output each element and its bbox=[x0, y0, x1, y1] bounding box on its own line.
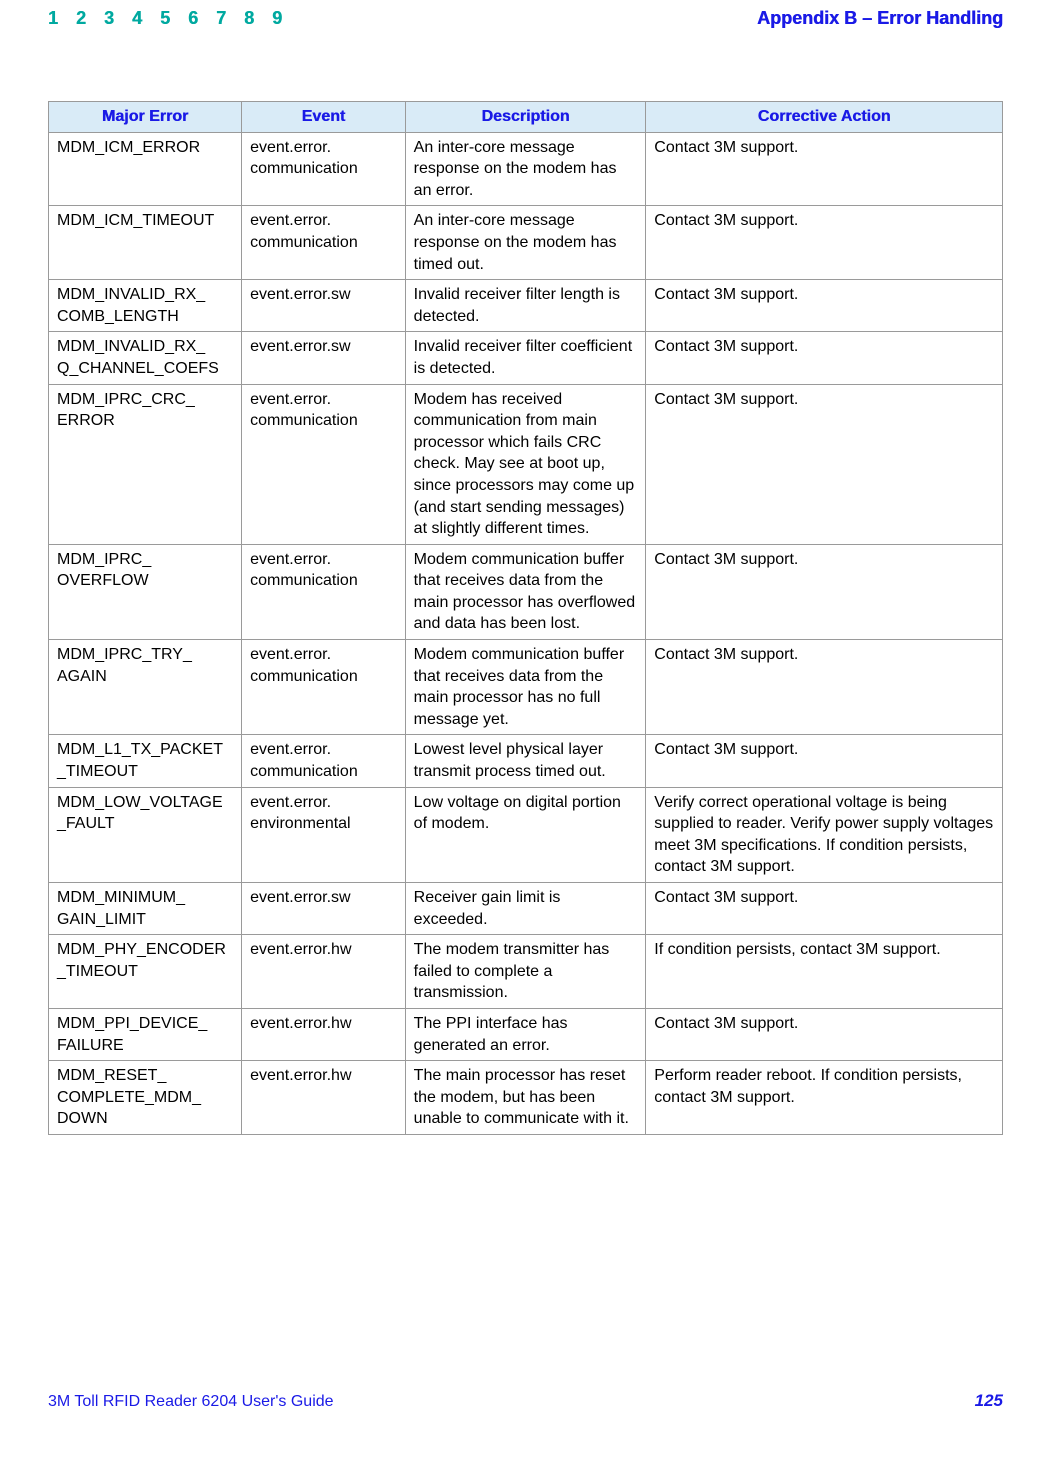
cell-event: event.error. communication bbox=[242, 544, 406, 639]
page-footer: 3M Toll RFID Reader 6204 User's Guide 12… bbox=[48, 1391, 1003, 1411]
document-page: 1 2 3 4 5 6 7 8 9 Appendix B – Error Han… bbox=[0, 0, 1051, 1459]
table-row: MDM_MINIMUM_ GAIN_LIMITevent.error.swRec… bbox=[49, 883, 1003, 935]
cell-action: Contact 3M support. bbox=[646, 883, 1003, 935]
table-row: MDM_PPI_DEVICE_ FAILUREevent.error.hwThe… bbox=[49, 1008, 1003, 1060]
cell-desc: An inter-core message response on the mo… bbox=[405, 206, 646, 280]
cell-desc: Modem has received communication from ma… bbox=[405, 384, 646, 544]
cell-desc: Modem communication buffer that receives… bbox=[405, 544, 646, 639]
cell-major: MDM_PHY_ENCODER _TIMEOUT bbox=[49, 935, 242, 1009]
cell-event: event.error.hw bbox=[242, 1061, 406, 1135]
cell-desc: Lowest level physical layer transmit pro… bbox=[405, 735, 646, 787]
page-number: 125 bbox=[975, 1391, 1003, 1411]
table-row: MDM_ICM_ERRORevent.error. communicationA… bbox=[49, 132, 1003, 206]
table-row: MDM_LOW_VOLTAGE _FAULTevent.error. envir… bbox=[49, 787, 1003, 882]
cell-major: MDM_LOW_VOLTAGE _FAULT bbox=[49, 787, 242, 882]
table-row: MDM_ICM_TIMEOUTevent.error. communicatio… bbox=[49, 206, 1003, 280]
table-row: MDM_IPRC_CRC_ ERRORevent.error. communic… bbox=[49, 384, 1003, 544]
cell-major: MDM_IPRC_ OVERFLOW bbox=[49, 544, 242, 639]
cell-action: Contact 3M support. bbox=[646, 280, 1003, 332]
table-row: MDM_INVALID_RX_ Q_CHANNEL_COEFSevent.err… bbox=[49, 332, 1003, 384]
cell-major: MDM_MINIMUM_ GAIN_LIMIT bbox=[49, 883, 242, 935]
cell-action: Contact 3M support. bbox=[646, 640, 1003, 735]
table-row: MDM_IPRC_ OVERFLOWevent.error. communica… bbox=[49, 544, 1003, 639]
cell-desc: The main processor has reset the modem, … bbox=[405, 1061, 646, 1135]
cell-event: event.error. communication bbox=[242, 206, 406, 280]
cell-major: MDM_INVALID_RX_ COMB_LENGTH bbox=[49, 280, 242, 332]
cell-action: Contact 3M support. bbox=[646, 735, 1003, 787]
cell-desc: Invalid receiver filter length is detect… bbox=[405, 280, 646, 332]
chapter-link[interactable]: 5 bbox=[160, 8, 170, 29]
error-table-body: MDM_ICM_ERRORevent.error. communicationA… bbox=[49, 132, 1003, 1134]
cell-event: event.error.hw bbox=[242, 935, 406, 1009]
cell-action: Contact 3M support. bbox=[646, 544, 1003, 639]
cell-action: Perform reader reboot. If condition pers… bbox=[646, 1061, 1003, 1135]
cell-event: event.error. communication bbox=[242, 640, 406, 735]
cell-major: MDM_RESET_ COMPLETE_MDM_ DOWN bbox=[49, 1061, 242, 1135]
appendix-title: Appendix B – Error Handling bbox=[757, 8, 1003, 29]
cell-action: Contact 3M support. bbox=[646, 206, 1003, 280]
error-table: Major Error Event Description Corrective… bbox=[48, 101, 1003, 1135]
chapter-link[interactable]: 2 bbox=[76, 8, 86, 29]
cell-major: MDM_ICM_TIMEOUT bbox=[49, 206, 242, 280]
table-row: MDM_L1_TX_PACKET _TIMEOUTevent.error. co… bbox=[49, 735, 1003, 787]
cell-major: MDM_IPRC_TRY_ AGAIN bbox=[49, 640, 242, 735]
table-row: MDM_INVALID_RX_ COMB_LENGTHevent.error.s… bbox=[49, 280, 1003, 332]
cell-major: MDM_INVALID_RX_ Q_CHANNEL_COEFS bbox=[49, 332, 242, 384]
cell-action: If condition persists, contact 3M suppor… bbox=[646, 935, 1003, 1009]
cell-event: event.error.sw bbox=[242, 280, 406, 332]
chapter-link[interactable]: 3 bbox=[104, 8, 114, 29]
col-header-desc: Description bbox=[405, 102, 646, 133]
cell-event: event.error. environmental bbox=[242, 787, 406, 882]
cell-action: Contact 3M support. bbox=[646, 384, 1003, 544]
cell-major: MDM_PPI_DEVICE_ FAILURE bbox=[49, 1008, 242, 1060]
cell-desc: Modem communication buffer that receives… bbox=[405, 640, 646, 735]
table-header-row: Major Error Event Description Corrective… bbox=[49, 102, 1003, 133]
cell-major: MDM_IPRC_CRC_ ERROR bbox=[49, 384, 242, 544]
table-row: MDM_PHY_ENCODER _TIMEOUTevent.error.hwTh… bbox=[49, 935, 1003, 1009]
chapter-link[interactable]: 8 bbox=[244, 8, 254, 29]
table-row: MDM_RESET_ COMPLETE_MDM_ DOWNevent.error… bbox=[49, 1061, 1003, 1135]
chapter-link[interactable]: 6 bbox=[188, 8, 198, 29]
cell-action: Contact 3M support. bbox=[646, 132, 1003, 206]
cell-desc: Receiver gain limit is exceeded. bbox=[405, 883, 646, 935]
cell-event: event.error.sw bbox=[242, 883, 406, 935]
cell-action: Verify correct operational voltage is be… bbox=[646, 787, 1003, 882]
page-header: 1 2 3 4 5 6 7 8 9 Appendix B – Error Han… bbox=[48, 0, 1003, 29]
cell-major: MDM_L1_TX_PACKET _TIMEOUT bbox=[49, 735, 242, 787]
cell-desc: Low voltage on digital portion of modem. bbox=[405, 787, 646, 882]
chapter-link[interactable]: 7 bbox=[216, 8, 226, 29]
cell-desc: An inter-core message response on the mo… bbox=[405, 132, 646, 206]
chapter-link[interactable]: 9 bbox=[272, 8, 282, 29]
cell-event: event.error.sw bbox=[242, 332, 406, 384]
cell-event: event.error. communication bbox=[242, 735, 406, 787]
cell-action: Contact 3M support. bbox=[646, 332, 1003, 384]
cell-event: event.error. communication bbox=[242, 132, 406, 206]
cell-desc: Invalid receiver filter coefficient is d… bbox=[405, 332, 646, 384]
cell-major: MDM_ICM_ERROR bbox=[49, 132, 242, 206]
cell-desc: The PPI interface has generated an error… bbox=[405, 1008, 646, 1060]
col-header-action: Corrective Action bbox=[646, 102, 1003, 133]
cell-action: Contact 3M support. bbox=[646, 1008, 1003, 1060]
table-row: MDM_IPRC_TRY_ AGAINevent.error. communic… bbox=[49, 640, 1003, 735]
cell-event: event.error. communication bbox=[242, 384, 406, 544]
chapter-nav: 1 2 3 4 5 6 7 8 9 bbox=[48, 8, 282, 29]
chapter-link[interactable]: 1 bbox=[48, 8, 58, 29]
cell-event: event.error.hw bbox=[242, 1008, 406, 1060]
chapter-link[interactable]: 4 bbox=[132, 8, 142, 29]
col-header-major: Major Error bbox=[49, 102, 242, 133]
footer-doc-title: 3M Toll RFID Reader 6204 User's Guide bbox=[48, 1393, 334, 1411]
col-header-event: Event bbox=[242, 102, 406, 133]
cell-desc: The modem transmitter has failed to comp… bbox=[405, 935, 646, 1009]
